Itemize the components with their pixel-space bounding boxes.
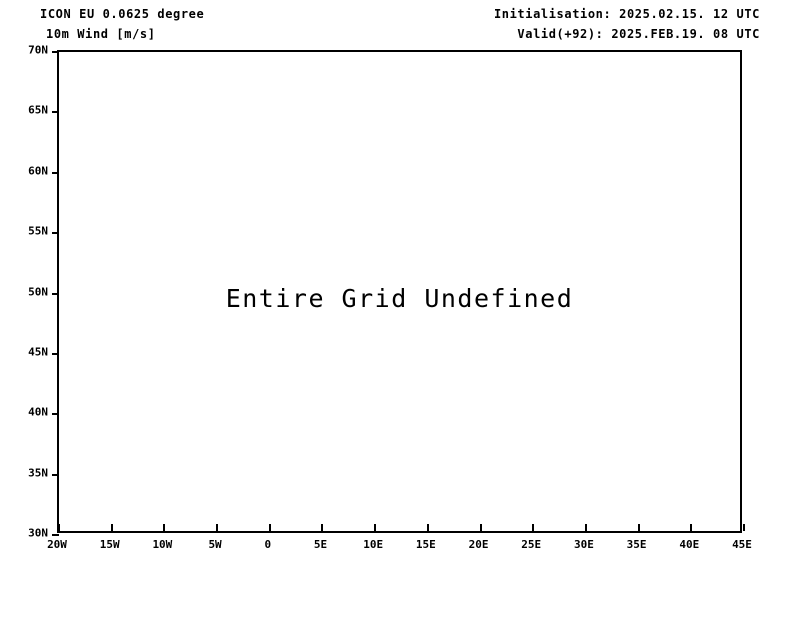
x-axis-tick [426, 524, 429, 531]
y-axis-tick [52, 413, 59, 416]
x-axis-tick [584, 524, 587, 531]
x-axis-tick-label: 30E [573, 538, 594, 551]
y-axis-tick-label: 60N [28, 164, 48, 178]
x-axis-tick-label: 35E [626, 538, 647, 551]
y-axis-tick [52, 111, 59, 114]
x-axis-tick-label: 45E [732, 538, 752, 551]
y-axis-tick-label: 55N [28, 224, 48, 238]
y-axis-tick-label: 35N [28, 466, 48, 480]
x-axis-tick [58, 524, 60, 531]
y-axis-tick [52, 51, 59, 53]
x-axis-tick-label: 0 [264, 538, 272, 551]
y-axis-tick-label: 30N [28, 526, 48, 540]
x-axis-tick-label: 15W [99, 538, 120, 551]
y-axis-tick [52, 534, 59, 536]
x-axis-tick [690, 524, 693, 531]
y-axis-tick [52, 292, 59, 295]
x-axis-tick [532, 524, 535, 531]
x-axis-tick [268, 524, 271, 531]
y-axis-tick [52, 352, 59, 355]
x-axis-tick-label: 20W [47, 538, 67, 551]
y-axis-tick-label: 65N [28, 103, 48, 117]
x-axis-tick-label: 40E [679, 538, 700, 551]
y-axis-tick-label: 45N [28, 345, 48, 359]
y-axis-tick-label: 40N [28, 405, 48, 419]
x-axis-tick-label: 15E [415, 538, 436, 551]
x-axis-tick [216, 524, 219, 531]
x-axis-tick-label: 25E [521, 538, 542, 551]
header-valid-time: Valid(+92): 2025.FEB.19. 08 UTC [517, 27, 760, 41]
header-model-title: ICON EU 0.0625 degree [40, 7, 205, 21]
grid-undefined-message: Entire Grid Undefined [225, 284, 574, 313]
y-axis-tick-label: 70N [28, 43, 48, 57]
x-axis-tick [374, 524, 377, 531]
x-axis-tick [743, 524, 745, 531]
y-axis-tick [52, 473, 59, 476]
y-axis-tick [52, 232, 59, 235]
x-axis-tick [637, 524, 640, 531]
y-axis-tick [52, 171, 59, 174]
x-axis-tick [321, 524, 324, 531]
x-axis-tick-label: 20E [468, 538, 489, 551]
x-axis-tick-label: 10W [152, 538, 173, 551]
x-axis-tick-label: 10E [363, 538, 384, 551]
header-variable-title: 10m Wind [m/s] [46, 27, 156, 41]
x-axis-tick [163, 524, 166, 531]
header-initialisation-time: Initialisation: 2025.02.15. 12 UTC [493, 7, 760, 21]
x-axis-tick [479, 524, 482, 531]
x-axis-tick-label: 5W [208, 538, 222, 551]
map-plot-frame: Entire Grid Undefined [52, 50, 745, 536]
x-axis-tick [110, 524, 113, 531]
y-axis-tick-label: 50N [28, 285, 48, 298]
x-axis-tick-label: 5E [313, 538, 328, 551]
